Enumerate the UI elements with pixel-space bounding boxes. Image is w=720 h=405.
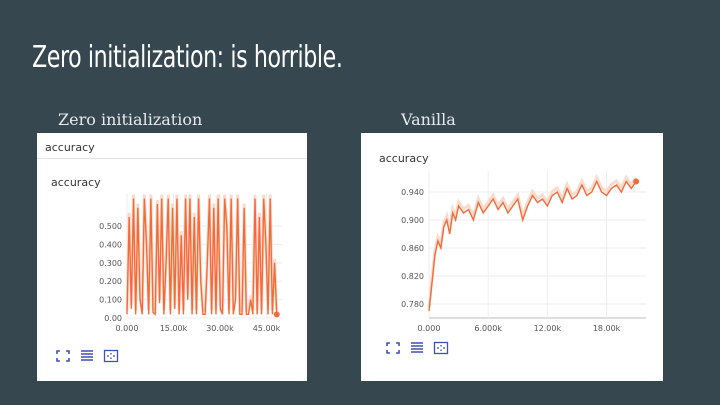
chart-title: accuracy [379,152,429,165]
data-table-icon[interactable] [79,348,95,362]
x-tick-label: 6.000k [474,324,502,333]
zero-init-chart-panel: accuracy accuracy 0.00 0.100 0.200 0.300 0.4… [37,133,307,381]
y-tick-label: 0.100 [99,296,122,305]
vanilla-accuracy-chart: 0.780 0.820 0.860 0.900 0.940 0.000 6.000k 12.0… [401,171,646,333]
fit-domain-icon[interactable] [433,340,449,355]
y-tick-label: 0.780 [401,300,424,309]
left-caption: Zero initialization [58,110,203,129]
chart-toolbar [385,340,449,355]
panel-header[interactable]: accuracy [37,133,307,159]
slide-title: Zero initialization: is horrible. [32,40,343,75]
x-tick-label: 18.00k [593,324,621,333]
series-line [428,179,637,312]
y-tick-label: 0.00 [104,314,122,323]
vanilla-chart-panel: accuracy 0.780 0.820 0.860 0.900 0.940 0.000 6… [361,133,663,381]
x-tick-label: 0.000 [116,324,139,333]
x-tick-label: 45.00k [253,324,281,333]
x-tick-label: 15.00k [160,324,188,333]
chart-title: accuracy [51,176,101,189]
chart-toolbar [55,348,119,363]
series-end-point [633,178,640,185]
expand-icon[interactable] [385,340,401,354]
data-table-icon[interactable] [409,340,425,354]
series-line [126,198,278,316]
right-caption: Vanilla [401,110,456,129]
series-end-point [273,311,280,318]
y-tick-label: 0.820 [401,272,424,281]
y-tick-label: 0.500 [99,222,122,231]
fit-domain-icon[interactable] [103,348,119,363]
y-tick-label: 0.200 [99,277,122,286]
x-tick-label: 0.000 [418,324,441,333]
y-tick-label: 0.940 [401,188,424,197]
y-tick-label: 0.860 [401,244,424,253]
y-tick-label: 0.400 [99,240,122,249]
y-tick-label: 0.900 [401,216,424,225]
zero-init-accuracy-chart: 0.00 0.100 0.200 0.300 0.400 0.500 0.000 15.00k… [99,193,282,333]
x-tick-label: 30.00k [206,324,234,333]
expand-icon[interactable] [55,348,71,362]
y-tick-label: 0.300 [99,259,122,268]
x-tick-label: 12.00k [534,324,562,333]
